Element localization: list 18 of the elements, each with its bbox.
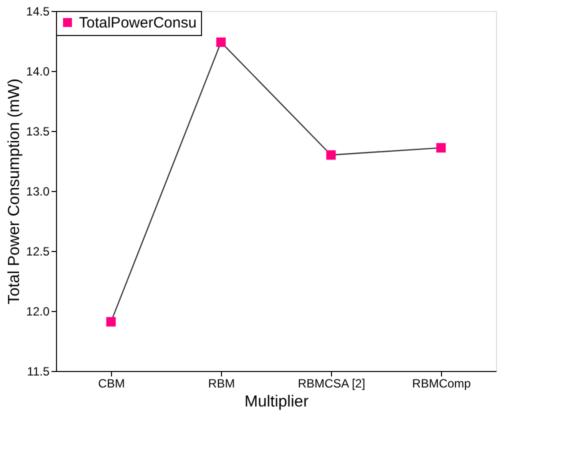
y-axis-title: Total Power Consumption (mW)	[6, 78, 24, 304]
x-tick-label: CBM	[98, 376, 125, 390]
y-tick-label: 11.5	[27, 364, 50, 378]
y-tick-label: 14.5	[26, 4, 50, 18]
point	[216, 37, 226, 47]
y-tick-label: 13.5	[26, 124, 50, 138]
y-tick-label: 13.0	[26, 184, 50, 198]
x-tick-label: RBMCSA [2]	[298, 376, 366, 390]
point	[436, 143, 446, 153]
y-tick-label: 12.5	[26, 244, 50, 258]
x-axis-title: Multiplier	[244, 394, 310, 410]
point	[106, 317, 116, 327]
y-tick-label: 14.0	[26, 64, 50, 78]
x-tick-label: RBM	[208, 376, 235, 390]
legend-label: TotalPowerConsu	[79, 14, 197, 32]
point	[326, 150, 336, 160]
y-tick-label: 12.0	[26, 304, 50, 318]
x-tick-label: RBMComp	[412, 376, 472, 390]
